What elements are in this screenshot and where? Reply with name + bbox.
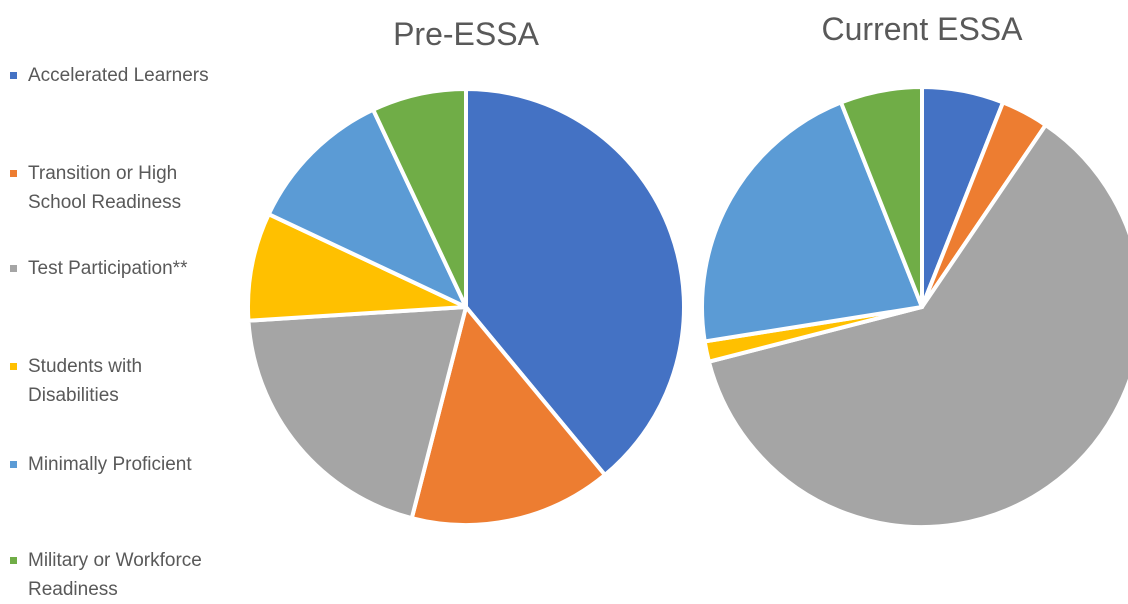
- legend-label: Minimally Proficient: [28, 454, 192, 475]
- pie-slice-transition-readiness: [409, 305, 607, 527]
- pie-slice-test-participation: [706, 123, 1128, 529]
- chart-title-pre-essa: Pre-ESSA: [393, 16, 539, 52]
- legend-swatch: [10, 363, 17, 370]
- pie-slice-test-participation: [246, 305, 468, 521]
- legend-swatch: [10, 461, 17, 468]
- legend-swatch: [10, 265, 17, 272]
- legend-label: Military or Workforce Readiness: [28, 550, 202, 600]
- legend-label: Test Participation**: [28, 258, 188, 279]
- pie-slice-minimally-proficient: [266, 107, 468, 309]
- pie-pre-essa: [246, 87, 686, 527]
- chart-legend: Accelerated Learners Transition or High …: [10, 0, 260, 601]
- pie-slice-minimally-proficient: [700, 100, 924, 344]
- legend-item-test-participation: Test Participation**: [10, 254, 187, 283]
- legend-swatch: [10, 72, 17, 79]
- legend-item-military-workforce: Military or Workforce Readiness: [10, 546, 202, 604]
- legend-item-students-with-disabilities: Students with Disabilities: [10, 352, 142, 410]
- chart-title-current-essa: Current ESSA: [822, 11, 1024, 47]
- pie-slice-military-workforce: [371, 87, 468, 309]
- legend-label: Students with Disabilities: [28, 356, 143, 406]
- legend-swatch: [10, 170, 17, 177]
- pie-slice-students-with-disabilities: [246, 212, 468, 323]
- legend-item-transition-readiness: Transition or High School Readiness: [10, 159, 181, 217]
- pie-current-essa: [700, 85, 1128, 529]
- legend-swatch: [10, 557, 17, 564]
- legend-item-minimally-proficient: Minimally Proficient: [10, 450, 192, 479]
- legend-label: Accelerated Learners: [28, 65, 209, 86]
- legend-label: Transition or High School Readiness: [28, 163, 182, 213]
- pie-slice-accelerated-learners: [464, 87, 686, 477]
- pie-slice-military-workforce: [839, 85, 924, 309]
- legend-item-accelerated-learners: Accelerated Learners: [10, 61, 209, 90]
